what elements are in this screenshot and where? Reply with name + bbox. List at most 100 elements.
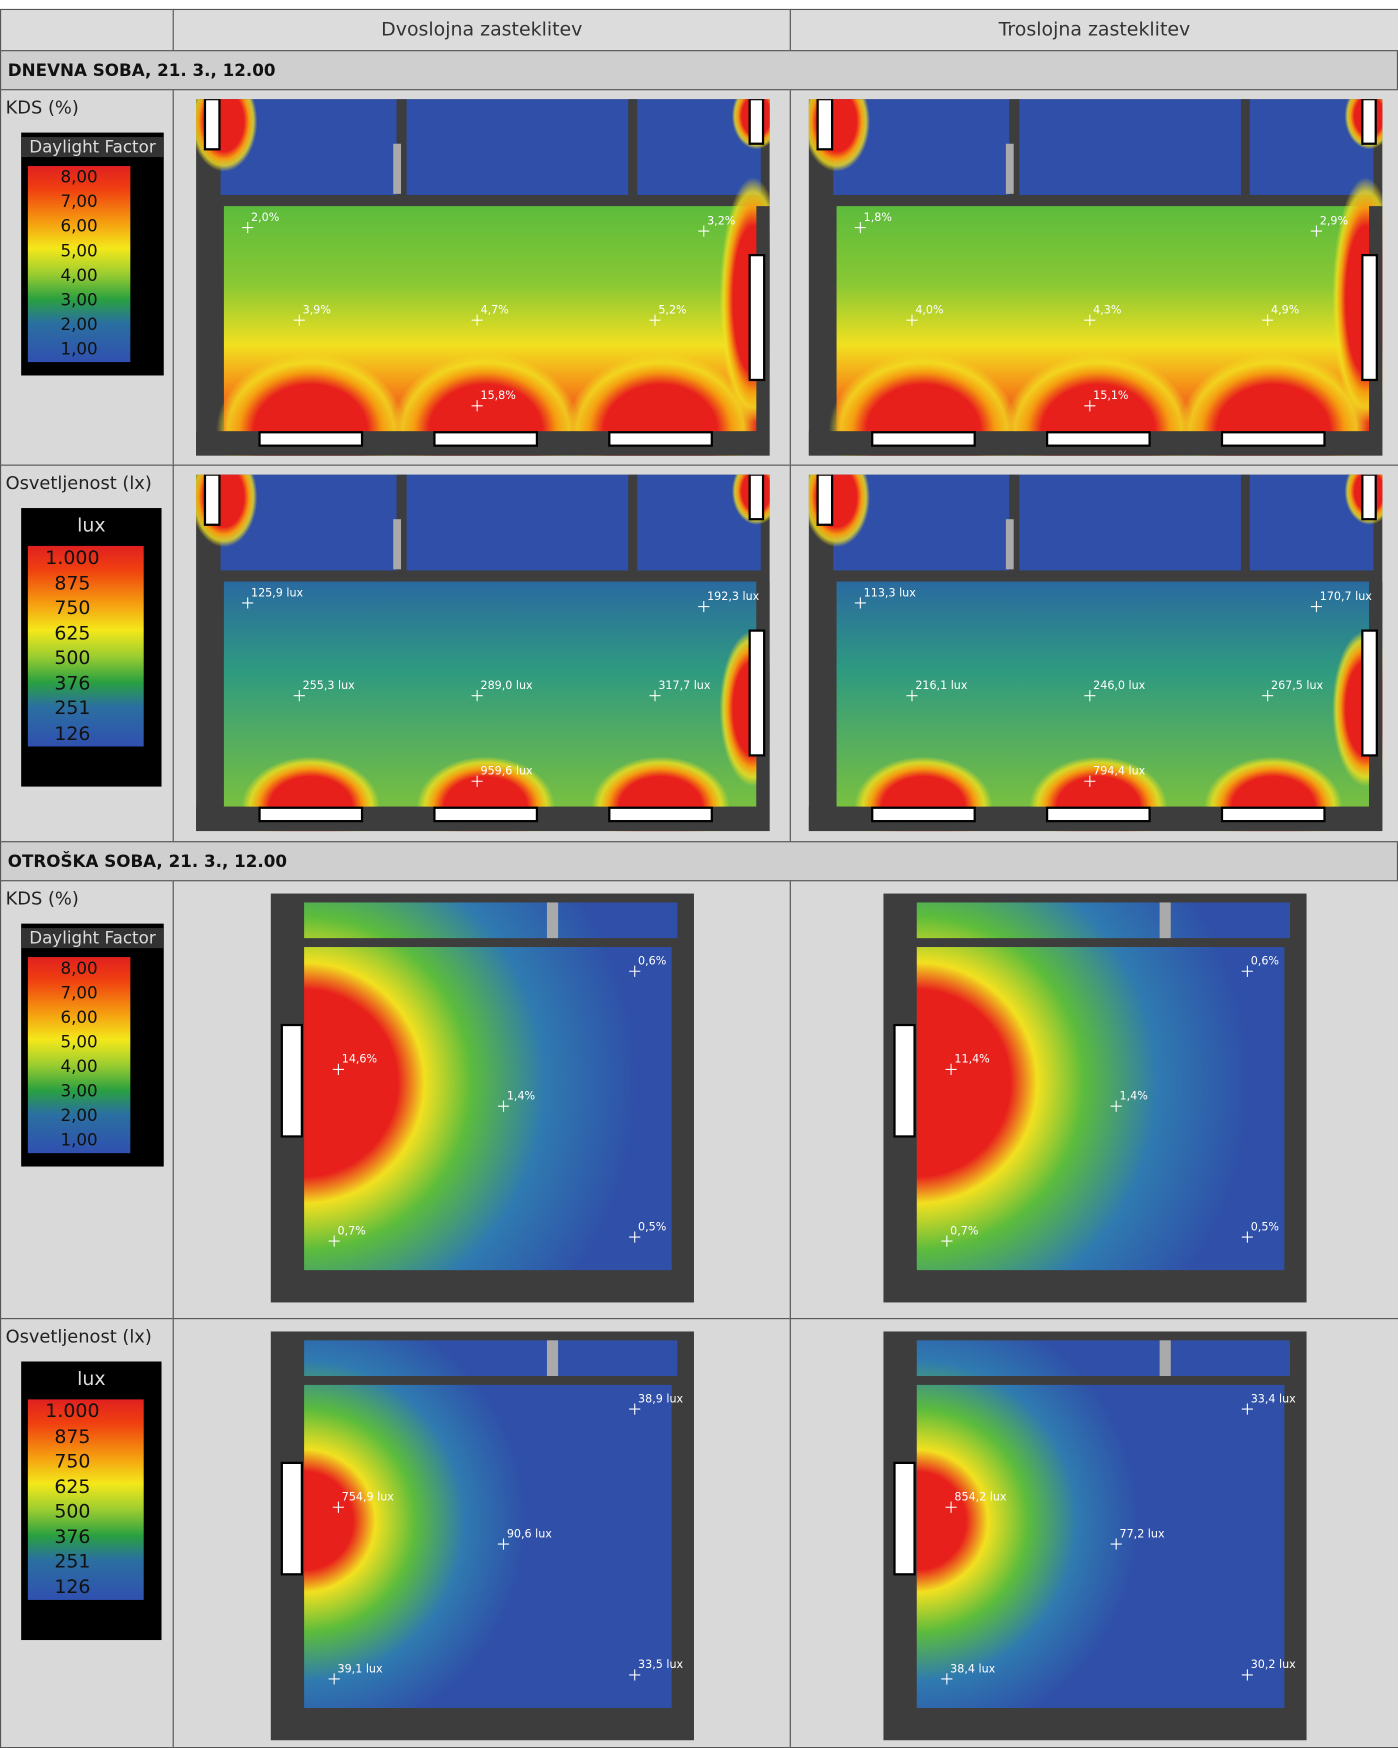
window: [280, 1023, 303, 1138]
point-marker: [328, 1235, 340, 1247]
legend-title: Daylight Factor: [21, 137, 164, 158]
window: [748, 474, 764, 521]
legend: lux 1.000 875 750 625 500 376 251 126: [21, 1361, 162, 1641]
point-marker: [1083, 400, 1095, 412]
legend: lux 1.000 875 750 625 500 376 251 126: [21, 508, 162, 787]
legend-gradient: [27, 166, 131, 363]
point-label: 3,2%: [707, 214, 735, 227]
point-label: 216,1 lux: [915, 679, 968, 692]
point-label: 90,6 lux: [507, 1527, 552, 1540]
image-cell: 0,6% 14,6% 1,4% 0,7% 0,5%: [172, 880, 791, 1320]
window: [748, 254, 765, 382]
legend: Daylight Factor 8,00 7,00 6,00 5,00 4,00 3,00 2…: [21, 132, 164, 376]
row-label: Osvetljenost (lx): [5, 1325, 152, 1348]
image-cell: 1,8% 2,9% 4,0% 4,3% 4,9% 15,1%: [789, 89, 1398, 466]
point-label: 5,2%: [658, 304, 686, 317]
legend-value: 2,00: [60, 1105, 98, 1126]
point-label: 1,4%: [1120, 1089, 1148, 1102]
row-label-cell: KDS (%) Daylight Factor 8,00 7,00 6,00 5,00 4,…: [0, 880, 174, 1320]
point-marker: [905, 314, 917, 326]
window: [870, 431, 976, 447]
point-marker: [1310, 600, 1322, 613]
window: [257, 431, 363, 447]
legend-value: 750: [54, 597, 91, 620]
point-marker: [497, 1100, 510, 1112]
legend-value: 5,00: [60, 240, 98, 261]
row-label-cell: Osvetljenost (lx) lux 1.000 875 750 625 500 376…: [0, 464, 174, 843]
legend-value: 3,00: [60, 1080, 98, 1101]
point-label: 15,8%: [480, 389, 515, 402]
floor-plan: 2,0% 3,2% 3,9% 4,7% 5,2% 15,8%: [195, 99, 770, 456]
point-label: 4,3%: [1093, 304, 1121, 317]
point-label: 0,5%: [1251, 1220, 1279, 1233]
point-label: 125,9 lux: [250, 586, 303, 599]
legend-value: 625: [54, 622, 91, 645]
point-label: 113,3 lux: [863, 586, 916, 599]
point-marker: [1310, 225, 1322, 237]
point-label: 192,3 lux: [707, 590, 760, 603]
point-label: 0,6%: [638, 955, 666, 968]
legend-value: 3,00: [60, 289, 98, 310]
point-marker: [941, 1235, 953, 1247]
column-header: Dvoslojna zasteklitev: [172, 8, 791, 52]
floor-plan: 1,8% 2,9% 4,0% 4,3% 4,9% 15,1%: [808, 99, 1382, 456]
point-marker: [332, 1063, 344, 1075]
point-marker: [1083, 690, 1095, 702]
window: [1360, 629, 1378, 757]
window: [1045, 806, 1151, 823]
window: [748, 99, 764, 145]
legend-value: 4,00: [60, 1056, 98, 1077]
point-label: 255,3 lux: [302, 679, 355, 692]
legend-title: lux: [77, 514, 106, 538]
legend-gradient: [27, 545, 144, 747]
legend-title: Daylight Factor: [21, 928, 164, 949]
point-marker: [1083, 775, 1095, 787]
point-label: 30,2 lux: [1251, 1658, 1296, 1671]
point-label: 317,7 lux: [658, 679, 711, 692]
window: [607, 806, 713, 823]
window: [280, 1461, 303, 1576]
point-marker: [241, 597, 253, 609]
window: [815, 474, 833, 526]
window: [203, 474, 221, 526]
point-label: 0,7%: [950, 1224, 978, 1237]
point-label: 38,4 lux: [950, 1662, 995, 1675]
point-marker: [332, 1501, 344, 1513]
legend-value: 1.000: [45, 1400, 100, 1423]
row-label: Osvetljenost (lx): [5, 472, 152, 494]
point-marker: [648, 314, 661, 326]
row-label-cell: Osvetljenost (lx) lux 1.000 875 750 625 500 376…: [0, 1318, 174, 1748]
point-label: 0,5%: [638, 1220, 666, 1233]
legend-value: 126: [54, 722, 91, 745]
point-marker: [648, 690, 661, 702]
header-cell: [0, 8, 174, 52]
point-label: 2,9%: [1319, 214, 1347, 227]
legend-gradient: [27, 1399, 144, 1600]
point-label: 1,4%: [507, 1089, 535, 1102]
legend-title: lux: [77, 1368, 106, 1391]
window: [748, 629, 765, 757]
window: [893, 1461, 916, 1576]
point-label: 4,9%: [1270, 304, 1298, 317]
image-cell: 125,9 lux 192,3 lux 255,3 lux 289,0 lux 317,…: [172, 464, 791, 843]
legend: Daylight Factor 8,00 7,00 6,00 5,00 4,00 3,00 2…: [21, 923, 164, 1167]
row-label: KDS (%): [5, 96, 79, 119]
point-label: 4,0%: [915, 304, 943, 317]
legend-value: 251: [54, 697, 91, 720]
window: [1360, 99, 1377, 145]
point-label: 267,5 lux: [1270, 679, 1323, 692]
legend-value: 875: [54, 572, 91, 595]
window: [607, 431, 713, 447]
point-marker: [241, 221, 253, 234]
point-marker: [471, 400, 483, 412]
point-marker: [1241, 1669, 1253, 1681]
window: [815, 99, 833, 151]
image-cell: 0,6% 11,4% 1,4% 0,7% 0,5%: [789, 880, 1398, 1320]
point-marker: [471, 314, 483, 326]
window: [257, 806, 363, 823]
point-marker: [854, 221, 866, 234]
point-marker: [497, 1538, 510, 1550]
legend-value: 500: [54, 1500, 91, 1524]
point-marker: [1261, 690, 1273, 702]
